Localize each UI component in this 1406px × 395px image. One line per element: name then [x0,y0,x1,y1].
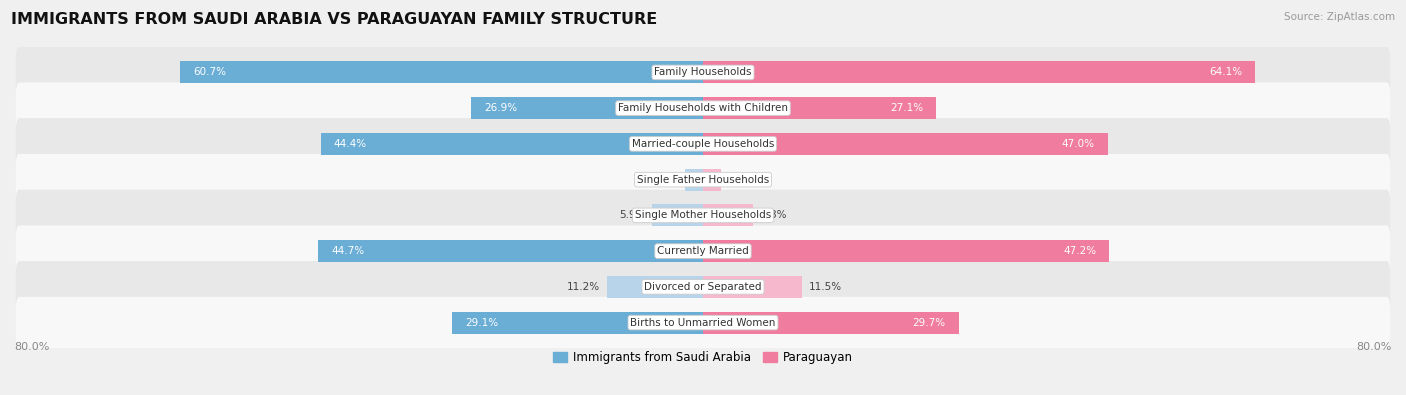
Text: Single Father Households: Single Father Households [637,175,769,184]
Text: Divorced or Separated: Divorced or Separated [644,282,762,292]
Legend: Immigrants from Saudi Arabia, Paraguayan: Immigrants from Saudi Arabia, Paraguayan [548,346,858,369]
Bar [652,204,703,226]
Text: 11.2%: 11.2% [567,282,599,292]
FancyBboxPatch shape [15,83,1391,134]
Bar [321,133,703,155]
Text: 11.5%: 11.5% [808,282,842,292]
Text: 47.2%: 47.2% [1063,246,1097,256]
Text: 47.0%: 47.0% [1062,139,1095,149]
Text: 5.9%: 5.9% [619,211,645,220]
Text: IMMIGRANTS FROM SAUDI ARABIA VS PARAGUAYAN FAMILY STRUCTURE: IMMIGRANTS FROM SAUDI ARABIA VS PARAGUAY… [11,12,658,27]
FancyBboxPatch shape [15,226,1391,277]
Bar [685,169,703,191]
Bar [703,61,1256,83]
Text: Family Households with Children: Family Households with Children [619,103,787,113]
Bar [318,240,703,262]
Bar [703,133,1108,155]
FancyBboxPatch shape [15,297,1391,348]
Text: Single Mother Households: Single Mother Households [636,211,770,220]
Text: Births to Unmarried Women: Births to Unmarried Women [630,318,776,327]
Text: 29.7%: 29.7% [912,318,946,327]
Bar [180,61,703,83]
Text: 29.1%: 29.1% [465,318,499,327]
Bar [703,312,959,334]
Text: Source: ZipAtlas.com: Source: ZipAtlas.com [1284,12,1395,22]
Bar [703,97,936,119]
Text: 27.1%: 27.1% [890,103,924,113]
Bar [471,97,703,119]
Bar [453,312,703,334]
Text: 5.8%: 5.8% [759,211,786,220]
Text: 2.1%: 2.1% [651,175,678,184]
Bar [703,276,801,298]
FancyBboxPatch shape [15,190,1391,241]
Text: 44.4%: 44.4% [333,139,367,149]
FancyBboxPatch shape [15,118,1391,169]
FancyBboxPatch shape [15,47,1391,98]
Text: 2.1%: 2.1% [728,175,755,184]
Text: Married-couple Households: Married-couple Households [631,139,775,149]
Text: Family Households: Family Households [654,68,752,77]
Text: 26.9%: 26.9% [484,103,517,113]
Bar [703,204,754,226]
Text: 80.0%: 80.0% [14,342,49,352]
Text: 44.7%: 44.7% [330,246,364,256]
Text: Currently Married: Currently Married [657,246,749,256]
Bar [703,169,721,191]
Text: 80.0%: 80.0% [1357,342,1392,352]
FancyBboxPatch shape [15,261,1391,312]
Text: 64.1%: 64.1% [1209,68,1241,77]
Text: 60.7%: 60.7% [193,68,226,77]
Bar [703,240,1109,262]
FancyBboxPatch shape [15,154,1391,205]
Bar [606,276,703,298]
